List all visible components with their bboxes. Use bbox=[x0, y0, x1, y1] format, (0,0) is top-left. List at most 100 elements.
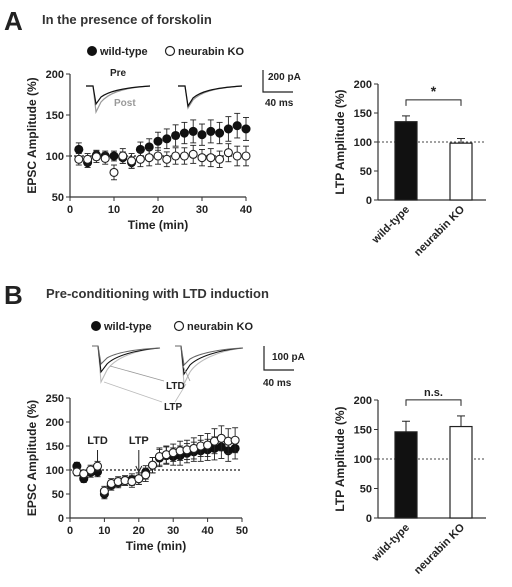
scale-b-x-label: 40 ms bbox=[263, 378, 292, 389]
scale-a-y-label: 200 pA bbox=[268, 72, 301, 83]
data-point-neurabin-ko bbox=[162, 154, 172, 164]
data-point-wild-type bbox=[215, 128, 225, 138]
x-tick-label: 20 bbox=[152, 204, 164, 216]
data-point-wild-type bbox=[179, 128, 189, 138]
y-tick-label: 0 bbox=[366, 195, 372, 207]
y-tick-label: 250 bbox=[46, 393, 64, 405]
chart-a-ltp-bars: 0 50 100 150 200 LTP Amplitude (%) wild-type ne… bbox=[333, 79, 486, 259]
trace-a-ko-pre bbox=[178, 85, 243, 108]
data-point-wild-type bbox=[206, 126, 216, 136]
data-point-neurabin-ko bbox=[148, 460, 158, 470]
data-point-neurabin-ko bbox=[144, 153, 154, 163]
y-tick-label: 100 bbox=[46, 151, 64, 163]
data-point-neurabin-ko bbox=[135, 154, 145, 164]
category-label: neurabin KO bbox=[412, 521, 467, 576]
scale-bar-a bbox=[262, 70, 293, 93]
bar-wild-type bbox=[394, 121, 418, 201]
x-tick-label: 30 bbox=[167, 525, 179, 537]
data-point-neurabin-ko bbox=[134, 474, 144, 484]
x-tick-label: 30 bbox=[196, 204, 208, 216]
x-tick-label: 40 bbox=[201, 525, 213, 537]
data-point-neurabin-ko bbox=[188, 149, 198, 159]
data-point-neurabin-ko bbox=[223, 148, 233, 158]
panel-b-traces: LTD LTP 100 pA 40 ms bbox=[92, 345, 305, 413]
y-axis-label: LTP Amplitude (%) bbox=[333, 406, 347, 511]
data-point-neurabin-ko bbox=[86, 465, 96, 475]
y-tick-label: 0 bbox=[366, 513, 372, 525]
x-tick-label: 0 bbox=[67, 525, 73, 537]
y-tick-label: 200 bbox=[354, 79, 372, 91]
annotation-label: LTP bbox=[129, 435, 149, 447]
y-tick-label: 200 bbox=[354, 395, 372, 407]
trace-b-ko-ltp bbox=[175, 345, 244, 387]
ltd-pointer-left bbox=[109, 365, 165, 382]
data-point-neurabin-ko bbox=[232, 151, 242, 161]
panel-letter-a: A bbox=[4, 6, 23, 36]
data-point-neurabin-ko bbox=[230, 435, 240, 445]
y-tick-label: 0 bbox=[58, 513, 64, 525]
x-tick-label: 20 bbox=[133, 525, 145, 537]
data-point-neurabin-ko bbox=[179, 151, 189, 161]
x-tick-label: 0 bbox=[67, 204, 73, 216]
y-tick-label: 150 bbox=[46, 110, 64, 122]
x-tick-label: 50 bbox=[236, 525, 248, 537]
trace-ltd-label: LTD bbox=[166, 381, 185, 392]
y-tick-label: 100 bbox=[354, 454, 372, 466]
bar-wild-type bbox=[394, 431, 418, 519]
chart-b-time-course: 0 50 100 150 200 250 0 10 20 30 40 50 Time (min) EPSC… bbox=[25, 393, 248, 553]
bar-neurabin-ko bbox=[449, 142, 473, 201]
y-tick-label: 50 bbox=[360, 166, 372, 178]
category-label: wild-type bbox=[369, 204, 412, 247]
data-point-wild-type bbox=[153, 136, 163, 146]
data-point-neurabin-ko bbox=[91, 152, 101, 162]
arrow-head bbox=[135, 465, 143, 474]
data-point-neurabin-ko bbox=[153, 151, 163, 161]
trace-post-label: Post bbox=[114, 98, 136, 109]
data-point-wild-type bbox=[197, 130, 207, 140]
data-point-neurabin-ko bbox=[197, 153, 207, 163]
legend-wt-label: wild-type bbox=[103, 321, 152, 333]
data-point-neurabin-ko bbox=[92, 461, 103, 471]
ltp-pointer-right bbox=[174, 383, 187, 403]
significance-bracket bbox=[405, 399, 462, 406]
significance-bracket bbox=[405, 99, 462, 106]
scale-b-y-label: 100 pA bbox=[272, 352, 305, 363]
data-point-wild-type bbox=[162, 134, 172, 144]
trace-ltp-label: LTP bbox=[164, 402, 182, 413]
ltd-pointer-right bbox=[182, 365, 191, 382]
category-label: wild-type bbox=[369, 522, 412, 565]
data-point-neurabin-ko bbox=[206, 153, 216, 163]
y-axis-label: EPSC Amplitude (%) bbox=[25, 77, 39, 193]
legend-ko-marker bbox=[173, 320, 185, 332]
data-point-neurabin-ko bbox=[127, 156, 137, 166]
y-axis-label: EPSC Amplitude (%) bbox=[25, 400, 39, 516]
legend-wt-label: wild-type bbox=[99, 46, 148, 58]
data-point-wild-type bbox=[109, 151, 119, 161]
legend-ko-marker bbox=[164, 45, 176, 57]
data-point-neurabin-ko bbox=[79, 469, 89, 479]
data-point-neurabin-ko bbox=[100, 153, 110, 164]
data-point-neurabin-ko bbox=[118, 151, 128, 161]
chart-a-time-course: 50 100 150 200 0 10 20 30 40 Time (min) EPSC Ampli… bbox=[25, 69, 252, 232]
data-point-neurabin-ko bbox=[241, 151, 251, 161]
panel-a-traces: Pre Post 200 pA 40 ms bbox=[86, 68, 301, 115]
data-point-neurabin-ko bbox=[109, 167, 119, 177]
annotation-label: LTD bbox=[87, 435, 108, 447]
y-tick-label: 50 bbox=[52, 192, 64, 204]
panel-a-heading: In the presence of forskolin bbox=[42, 12, 212, 27]
chart-b-ltp-bars: 0 50 100 150 200 LTP Amplitude (%) wild-type ne… bbox=[333, 387, 486, 577]
data-point-neurabin-ko bbox=[99, 486, 109, 496]
data-point-wild-type bbox=[232, 121, 242, 131]
scale-bar-b bbox=[263, 346, 294, 371]
data-point-wild-type bbox=[74, 144, 84, 154]
significance-label: n.s. bbox=[424, 387, 443, 399]
x-axis-label: Time (min) bbox=[126, 539, 186, 553]
y-tick-label: 200 bbox=[46, 69, 64, 81]
legend-ko-label: neurabin KO bbox=[178, 46, 244, 58]
panel-letter-b: B bbox=[4, 280, 23, 310]
bar-neurabin-ko bbox=[449, 425, 473, 519]
ltp-pointer-left bbox=[103, 381, 163, 403]
y-tick-label: 150 bbox=[46, 441, 64, 453]
data-point-neurabin-ko bbox=[74, 154, 84, 164]
